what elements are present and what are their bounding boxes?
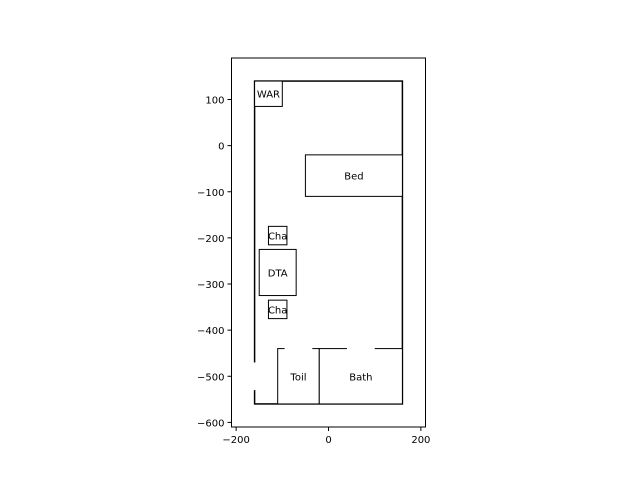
y-tick-label: −400	[197, 326, 224, 337]
chair-bottom-label: Cha	[268, 305, 287, 316]
bed-box	[304, 154, 403, 197]
wardrobe-box	[254, 80, 283, 107]
furniture-layer: WAR Bed Cha DTA Cha Toil Bath	[254, 80, 403, 405]
y-tick-label: −500	[197, 372, 224, 383]
wardrobe-label: WAR	[257, 90, 280, 101]
chair-top-label: Cha	[268, 232, 287, 243]
toilet-box	[277, 348, 320, 405]
x-tick-label: 0	[325, 435, 331, 446]
y-tick-label: −300	[197, 280, 224, 291]
chair-bottom-box	[267, 299, 288, 320]
dining-table-label: DTA	[268, 268, 288, 279]
bath-label: Bath	[349, 372, 372, 383]
x-tick-label: −200	[222, 435, 249, 446]
dining-table-box	[258, 248, 297, 297]
bath-box	[318, 348, 403, 405]
bed-label: Bed	[344, 172, 363, 183]
y-axis-ticks: 100 0 −100 −200 −300 −400 −500 −600	[197, 96, 232, 429]
y-tick-label: 0	[218, 142, 224, 153]
y-tick-label: −600	[197, 418, 224, 429]
x-axis-ticks: −200 0 200	[222, 427, 430, 446]
chair-top-box	[267, 225, 288, 246]
y-tick-label: 100	[205, 96, 224, 107]
y-tick-label: −100	[197, 188, 224, 199]
toilet-label: Toil	[289, 372, 306, 383]
x-tick-label: 200	[411, 435, 430, 446]
y-tick-label: −200	[197, 234, 224, 245]
